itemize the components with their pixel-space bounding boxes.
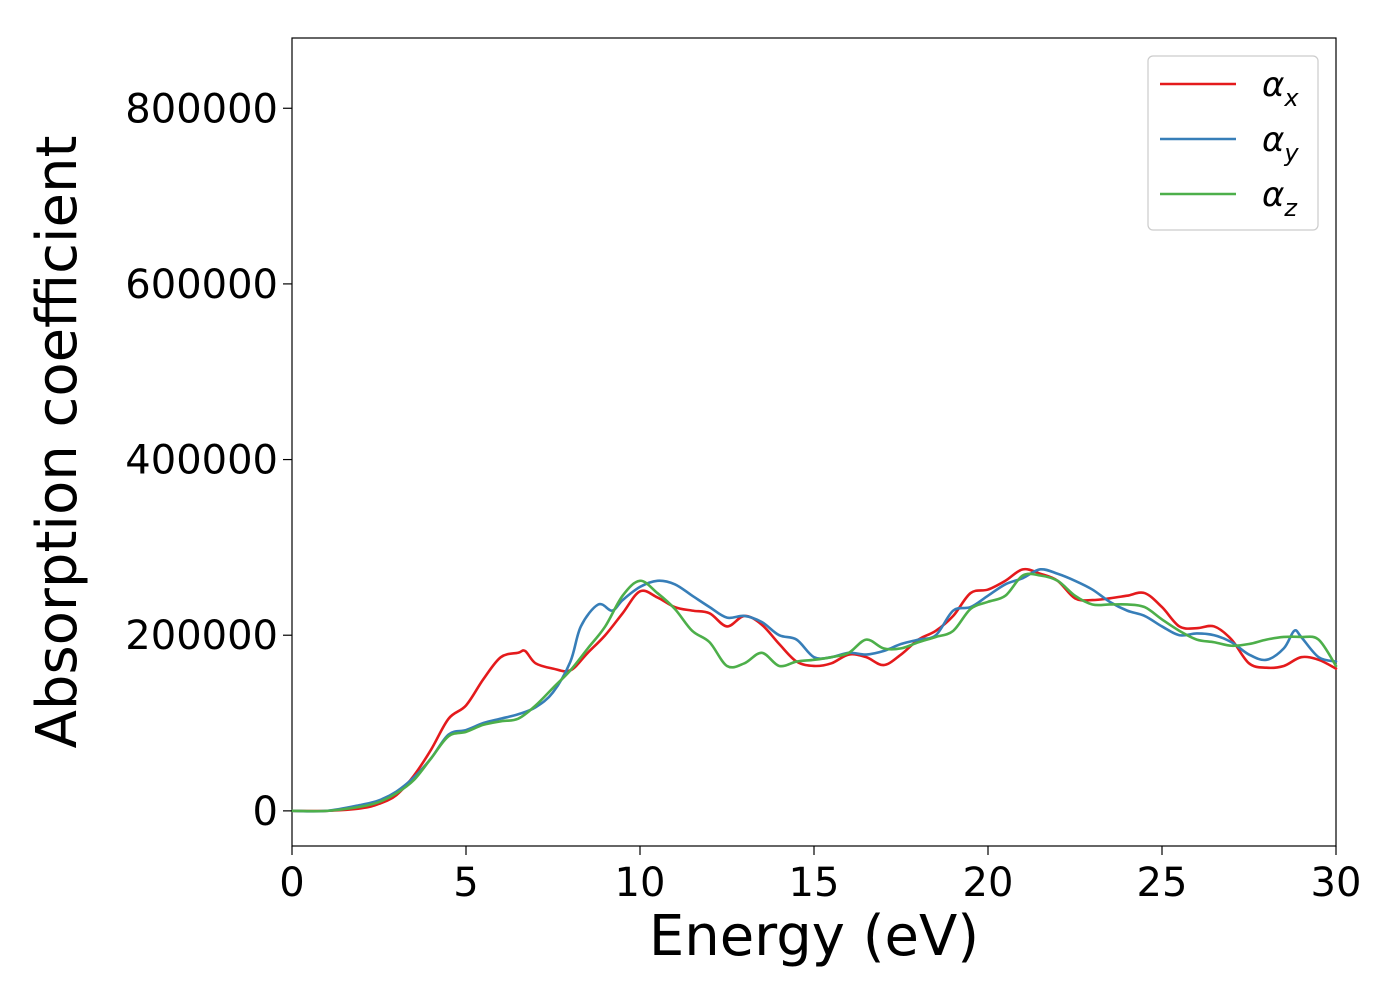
x-axis-title: Energy (eV) [649, 904, 979, 969]
legend-label-main: α [1262, 65, 1284, 105]
y-tick-label: 600000 [125, 262, 278, 308]
y-axis-title: Absorption coefficient [25, 136, 90, 749]
y-tick-label: 0 [253, 789, 278, 835]
series-line-x [290, 567, 1338, 813]
series-layer [290, 567, 1338, 813]
x-axis-ticks: 0 5 10 15 20 25 30 [279, 846, 1361, 906]
x-tick-label: 25 [1137, 860, 1188, 906]
y-tick-label: 400000 [125, 438, 278, 484]
legend-label-subscript: y [1283, 139, 1299, 167]
series-line-z [290, 572, 1338, 813]
x-tick-label: 15 [789, 860, 840, 906]
legend-label-subscript: x [1283, 84, 1299, 112]
legend-label-z: αz [1262, 175, 1298, 222]
y-tick-label: 800000 [125, 86, 278, 132]
legend-label-main: α [1262, 175, 1284, 215]
y-axis-ticks: 0 200000 400000 600000 800000 [125, 86, 292, 835]
x-tick-label: 20 [963, 860, 1014, 906]
legend-box [1147, 55, 1319, 231]
x-tick-label: 10 [615, 860, 666, 906]
legend-label-subscript: z [1283, 194, 1298, 222]
legend-label-main: α [1262, 120, 1284, 160]
legend-label-y: αy [1262, 120, 1299, 167]
legend-label-x: αx [1262, 65, 1299, 112]
x-tick-label: 30 [1311, 860, 1362, 906]
y-tick-label: 200000 [125, 613, 278, 659]
x-tick-label: 5 [453, 860, 478, 906]
x-tick-label: 0 [279, 860, 304, 906]
